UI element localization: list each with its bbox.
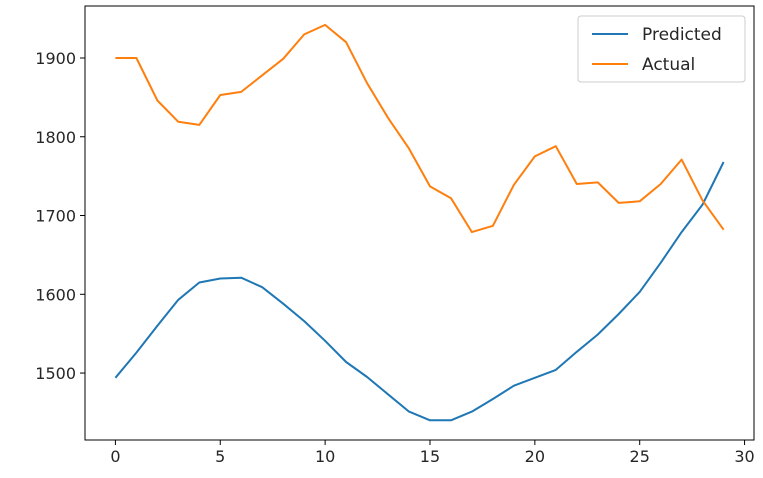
x-tick-label: 25 [630,447,650,466]
x-tick-label: 30 [734,447,754,466]
y-tick-label: 1700 [35,207,76,226]
y-tick-label: 1600 [35,285,76,304]
y-tick-label: 1500 [35,364,76,383]
y-tick-label: 1900 [35,49,76,68]
x-tick-label: 5 [215,447,225,466]
plot-area-frame [84,5,755,441]
x-tick-label: 20 [525,447,545,466]
legend-label-actual: Actual [642,55,695,75]
series-line-predicted [114,161,725,422]
y-axis: 1500 1600 1700 1800 1900 [35,49,85,383]
x-axis: 0 5 10 15 20 25 30 [110,440,755,466]
x-tick-label: 10 [315,447,335,466]
series-line-actual [115,23,725,234]
legend-label-predicted: Predicted [642,25,722,45]
x-tick-label: 15 [420,447,440,466]
legend-box [577,15,746,83]
y-tick-label: 1800 [35,128,76,147]
series-lines [114,23,725,422]
legend: Predicted Actual [577,15,746,83]
x-tick-label: 0 [110,447,120,466]
